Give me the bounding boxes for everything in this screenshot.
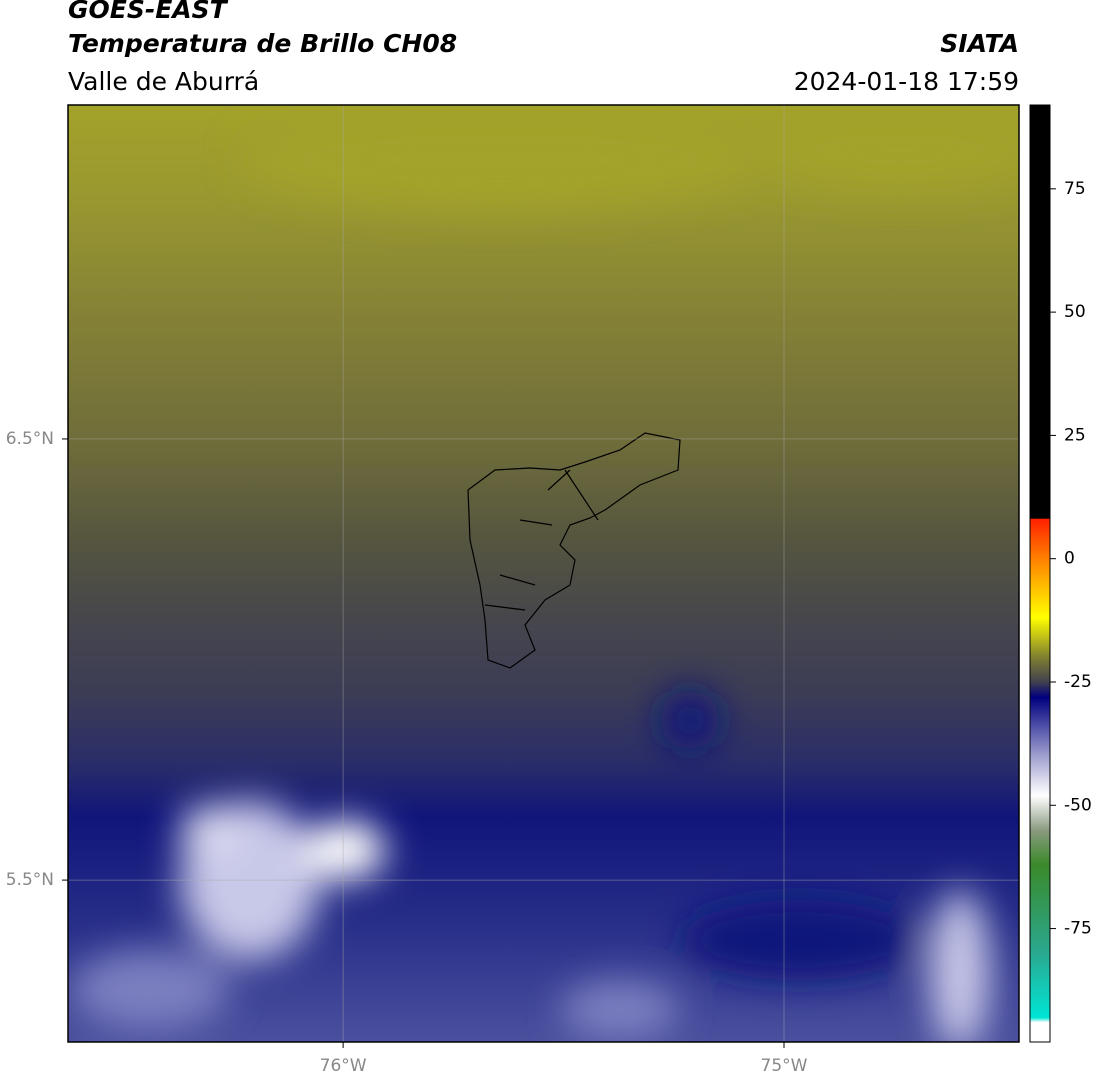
source: SIATA (940, 29, 1019, 58)
colorbar-tick-label: -75 (1064, 919, 1092, 939)
colorbar-tick-label: 75 (1064, 179, 1086, 199)
graticule (68, 105, 1019, 1042)
colorbar (1029, 104, 1051, 1043)
region: Valle de Aburrá (68, 67, 259, 96)
timestamp: 2024-01-18 17:59 (794, 67, 1019, 96)
lat-tick-label: 5.5°N (6, 870, 54, 890)
valley-outline (467, 432, 681, 669)
colorbar-tick-label: 50 (1064, 302, 1086, 322)
satellite: GOES-EAST (68, 0, 229, 24)
colorbar-tick-label: -25 (1064, 672, 1092, 692)
product: Temperatura de Brillo CH08 (68, 29, 457, 58)
colorbar-tick-label: 25 (1064, 425, 1086, 445)
lon-tick-label: 76°W (320, 1056, 367, 1076)
lat-tick-label: 6.5°N (6, 429, 54, 449)
lon-tick-label: 75°W (761, 1056, 808, 1076)
colorbar-tick-label: 0 (1064, 549, 1075, 569)
map-frame (67, 104, 1020, 1043)
map-field (68, 105, 1019, 1042)
colorbar-tick-label: -50 (1064, 795, 1092, 815)
